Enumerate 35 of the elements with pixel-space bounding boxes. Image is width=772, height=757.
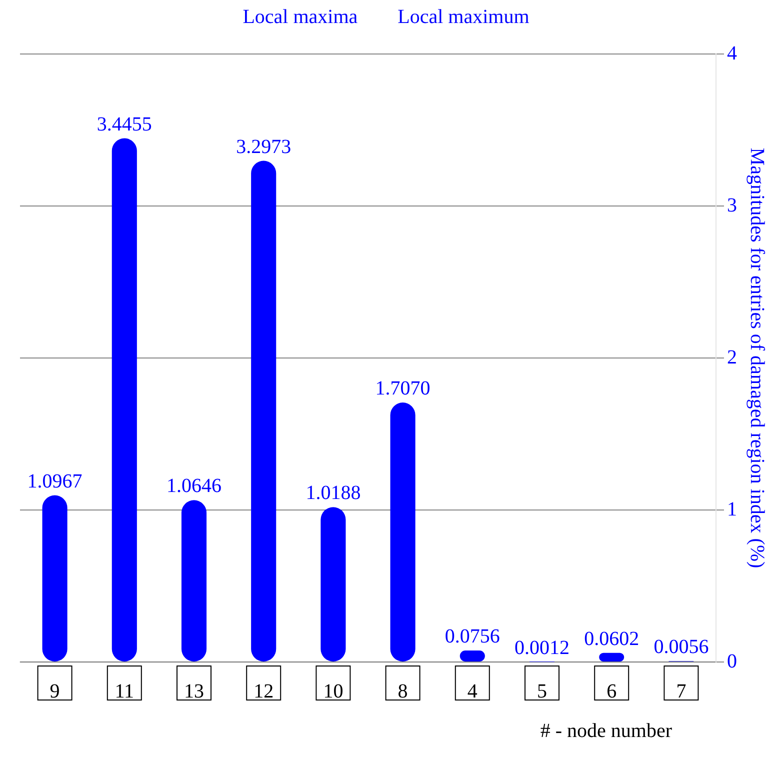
x-tick-label: 11 (114, 680, 134, 702)
bar (42, 495, 68, 662)
bar (251, 160, 276, 662)
y-tick-label: 0 (727, 650, 737, 672)
x-tick-label: 4 (467, 680, 478, 702)
x-tick-label: 6 (606, 680, 617, 702)
x-tick-label: 9 (50, 680, 60, 702)
y-tick-label: 4 (727, 42, 737, 64)
y-tick-label: 1 (727, 498, 737, 520)
y-tick-label: 3 (727, 194, 737, 216)
data-label: 1.0646 (166, 475, 222, 498)
x-tick-label: 12 (254, 680, 274, 702)
data-label: 0.0012 (514, 636, 570, 659)
data-label: 3.4455 (96, 113, 152, 136)
bar (390, 402, 416, 662)
data-label: 0.0056 (654, 636, 709, 658)
data-label: 1.0967 (27, 470, 82, 492)
data-label: 0.0602 (584, 628, 640, 650)
data-label: 1.7070 (375, 378, 430, 400)
x-tick-label: 7 (676, 680, 686, 702)
data-label: 3.2973 (236, 136, 292, 158)
data-label: 0.0756 (444, 626, 500, 648)
x-tick-label: 5 (537, 680, 547, 702)
y-tick-label: 2 (727, 346, 737, 368)
bar (112, 138, 137, 662)
x-tick-label: 10 (323, 680, 344, 702)
bar (181, 500, 207, 662)
y-axis-title: Magnitudes for entries of damaged region index (%) (746, 148, 768, 568)
x-tick-label: 13 (184, 680, 204, 702)
x-tick-label: 8 (398, 680, 408, 702)
bar (320, 507, 346, 662)
text: Local maxima (242, 6, 358, 28)
data-label: 1.0188 (306, 482, 361, 504)
text: # - node number (540, 720, 672, 742)
text: Local maximum (398, 6, 530, 28)
